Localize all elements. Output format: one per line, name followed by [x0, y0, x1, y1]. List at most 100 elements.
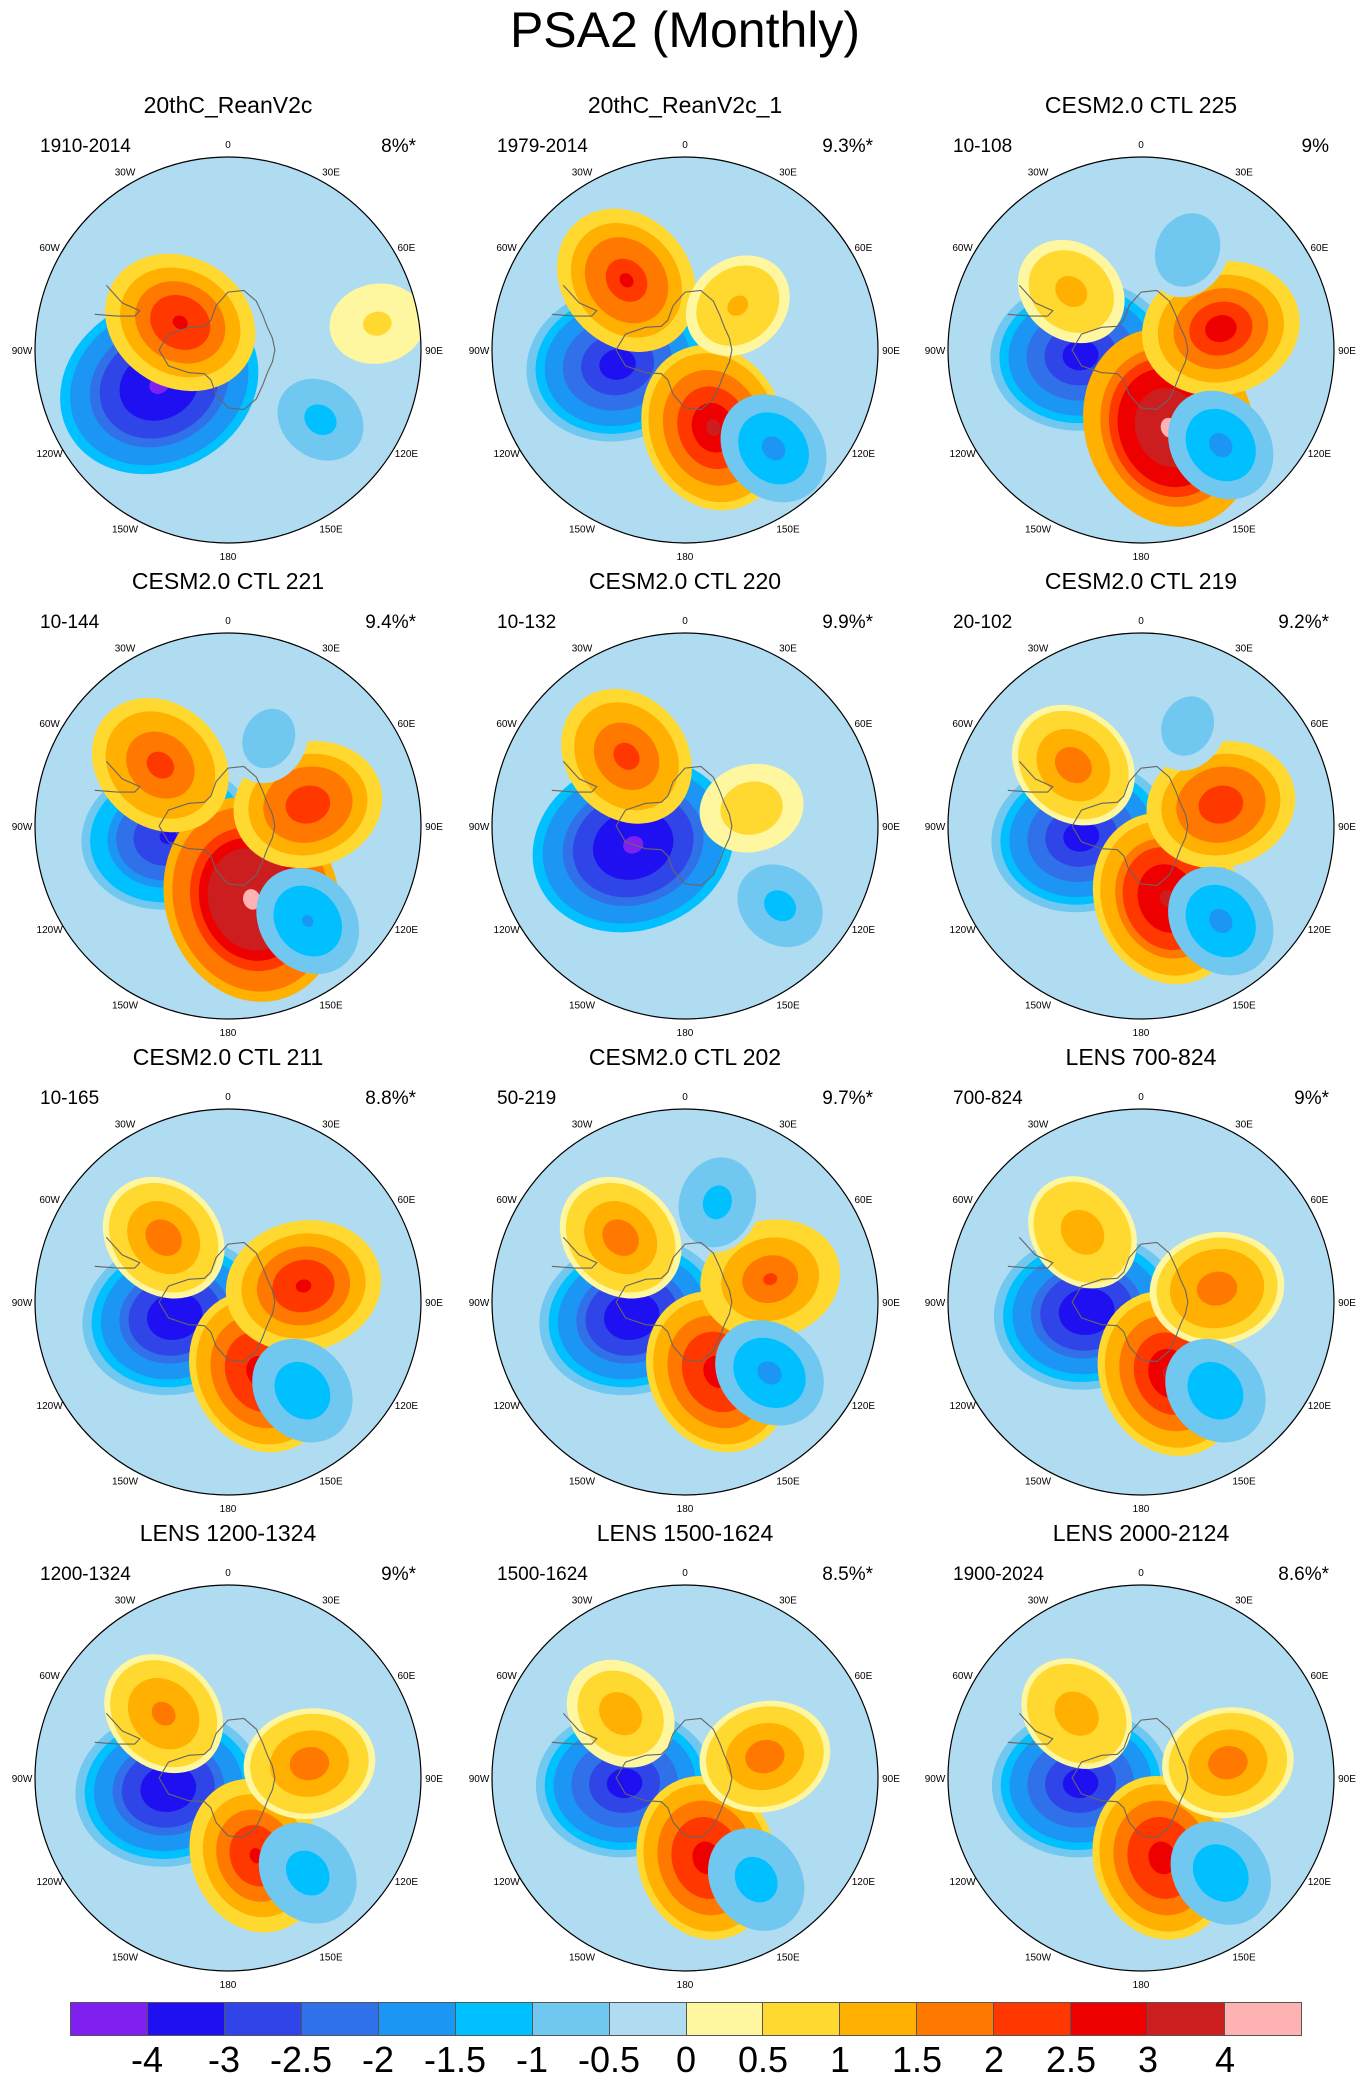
longitude-label: 90E: [1338, 1298, 1356, 1309]
panel-title: LENS 700-824: [1065, 1044, 1217, 1070]
longitude-label: 60E: [1311, 1195, 1329, 1206]
positive-anomaly-center: [561, 688, 692, 824]
longitude-label: 60E: [398, 719, 416, 730]
map-border: [947, 1108, 1335, 1496]
positive-anomaly-center: [700, 1219, 841, 1339]
longitude-label: 90W: [925, 346, 946, 357]
panel-variance: 8.8%*: [365, 1088, 416, 1109]
positive-anomaly-center: [1146, 741, 1296, 869]
panel-variance: 9.7%*: [822, 1088, 873, 1109]
positive-anomaly-center: [699, 763, 804, 853]
longitude-label: 0: [1138, 1092, 1144, 1103]
panel-title: CESM2.0 CTL 202: [588, 1044, 782, 1070]
positive-anomaly-center: [1017, 239, 1125, 344]
map-border: [491, 1584, 879, 1972]
colorbar-swatch: [840, 2003, 918, 2035]
negative-anomaly-center: [1168, 390, 1274, 500]
map-panel: LENS 700-824 700-824 9%* 0 30E 60E 90E 120E 150E…: [913, 952, 1369, 1512]
panel-period: 10-165: [40, 1088, 100, 1109]
south-america-coastline: [551, 760, 598, 793]
polar-map: 0 30E 60E 90E 120E 150E 180 150W 120W 90W 60W 30W: [925, 616, 1357, 1036]
longitude-label: 30E: [779, 168, 797, 179]
longitude-label: 60W: [952, 719, 973, 730]
positive-anomaly-center: [104, 1654, 224, 1774]
panel-title: CESM2.0 CTL 219: [1044, 568, 1238, 594]
longitude-label: 90W: [469, 1774, 490, 1785]
longitude-label: 150E: [1232, 1476, 1256, 1487]
polar-map: 0 30E 60E 90E 120E 150E 180 150W 120W 90W 60W 30W: [12, 1092, 444, 1512]
longitude-label: 180: [220, 552, 237, 560]
panel-variance: 9.2%*: [1278, 612, 1329, 633]
longitude-label: 150W: [1025, 1000, 1052, 1011]
longitude-label: 120E: [1308, 1401, 1332, 1412]
negative-anomaly-center: [1170, 1821, 1271, 1925]
panel-title: 20thC_ReanV2c: [143, 92, 313, 118]
map-border: [34, 632, 422, 1020]
colorbar-swatch: [1148, 2003, 1226, 2035]
antarctica-coastline: [158, 1241, 276, 1363]
south-america-coastline: [1007, 284, 1054, 317]
panel-title: 20thC_ReanV2c_1: [587, 92, 783, 118]
longitude-label: 30E: [779, 1120, 797, 1131]
positive-anomaly-center: [699, 1700, 831, 1813]
colorbar-swatch: [1225, 2003, 1301, 2035]
panel-period: 10-144: [40, 612, 100, 633]
map-border: [491, 156, 879, 544]
longitude-label: 30E: [322, 168, 340, 179]
south-america-coastline: [551, 1236, 598, 1269]
negative-anomaly-center: [1147, 681, 1228, 771]
longitude-label: 60W: [39, 1671, 60, 1682]
longitude-label: 90W: [925, 1298, 946, 1309]
longitude-label: 120W: [950, 449, 977, 460]
longitude-label: 150E: [319, 1000, 343, 1011]
longitude-label: 60W: [952, 243, 973, 254]
longitude-label: 180: [1133, 1504, 1150, 1512]
longitude-label: 30W: [572, 1596, 593, 1607]
longitude-label: 0: [1138, 1568, 1144, 1579]
longitude-label: 60W: [952, 1195, 973, 1206]
longitude-label: 150E: [1232, 524, 1256, 535]
longitude-label: 60E: [398, 1195, 416, 1206]
colorbar-label: 4: [1214, 2039, 1236, 2080]
colorbar-swatch: [763, 2003, 841, 2035]
south-america-coastline: [1007, 1712, 1054, 1745]
longitude-label: 150E: [1232, 1952, 1256, 1963]
longitude-label: 60W: [39, 719, 60, 730]
longitude-label: 90W: [469, 822, 490, 833]
longitude-label: 0: [225, 1092, 231, 1103]
antarctica-coastline: [615, 289, 733, 411]
longitude-label: 150W: [569, 1952, 596, 1963]
longitude-label: 0: [682, 1568, 688, 1579]
longitude-label: 30W: [115, 168, 136, 179]
longitude-label: 30W: [1028, 644, 1049, 655]
positive-anomaly-center: [685, 255, 790, 356]
south-america-coastline: [94, 284, 141, 317]
map-panel: LENS 1200-1324 1200-1324 9%* 0 30E 60E 90E 120E…: [0, 1428, 456, 1988]
polar-map: 0 30E 60E 90E 120E 150E 180 150W 120W 90W 60W 30W: [12, 616, 444, 1036]
colorbar-label: 2.5: [1045, 2039, 1097, 2080]
colorbar-label: -1: [515, 2039, 548, 2080]
map-panel: 20thC_ReanV2c 1910-2014 8%* 0 30E 60E 90E 120E 1…: [0, 0, 456, 560]
longitude-label: 0: [1138, 616, 1144, 627]
longitude-label: 60W: [39, 1195, 60, 1206]
panel-variance: 9.3%*: [822, 136, 873, 157]
panel-period: 1200-1324: [40, 1564, 131, 1585]
positive-anomaly-center: [243, 1708, 376, 1820]
longitude-label: 120E: [395, 449, 419, 460]
longitude-label: 150E: [776, 1476, 800, 1487]
polar-map: 0 30E 60E 90E 120E 150E 180 150W 120W 90W 60W 30W: [925, 1568, 1357, 1988]
colorbar-label: -0.5: [577, 2039, 641, 2080]
map-panel: CESM2.0 CTL 225 10-108 9% 0 30E 60E 90E 120E 150…: [913, 0, 1369, 560]
longitude-label: 30W: [115, 644, 136, 655]
longitude-label: 120E: [852, 1401, 876, 1412]
colorbar-swatch: [609, 2003, 687, 2035]
positive-anomaly-center: [1011, 704, 1135, 826]
longitude-label: 120E: [395, 1401, 419, 1412]
longitude-label: 150W: [569, 524, 596, 535]
colorbar-label: -2.5: [269, 2039, 333, 2080]
panel-period: 700-824: [953, 1088, 1023, 1109]
positive-anomaly-center: [91, 697, 229, 833]
panel-period: 1910-2014: [40, 136, 131, 157]
longitude-label: 30W: [572, 1120, 593, 1131]
longitude-label: 180: [1133, 1028, 1150, 1036]
